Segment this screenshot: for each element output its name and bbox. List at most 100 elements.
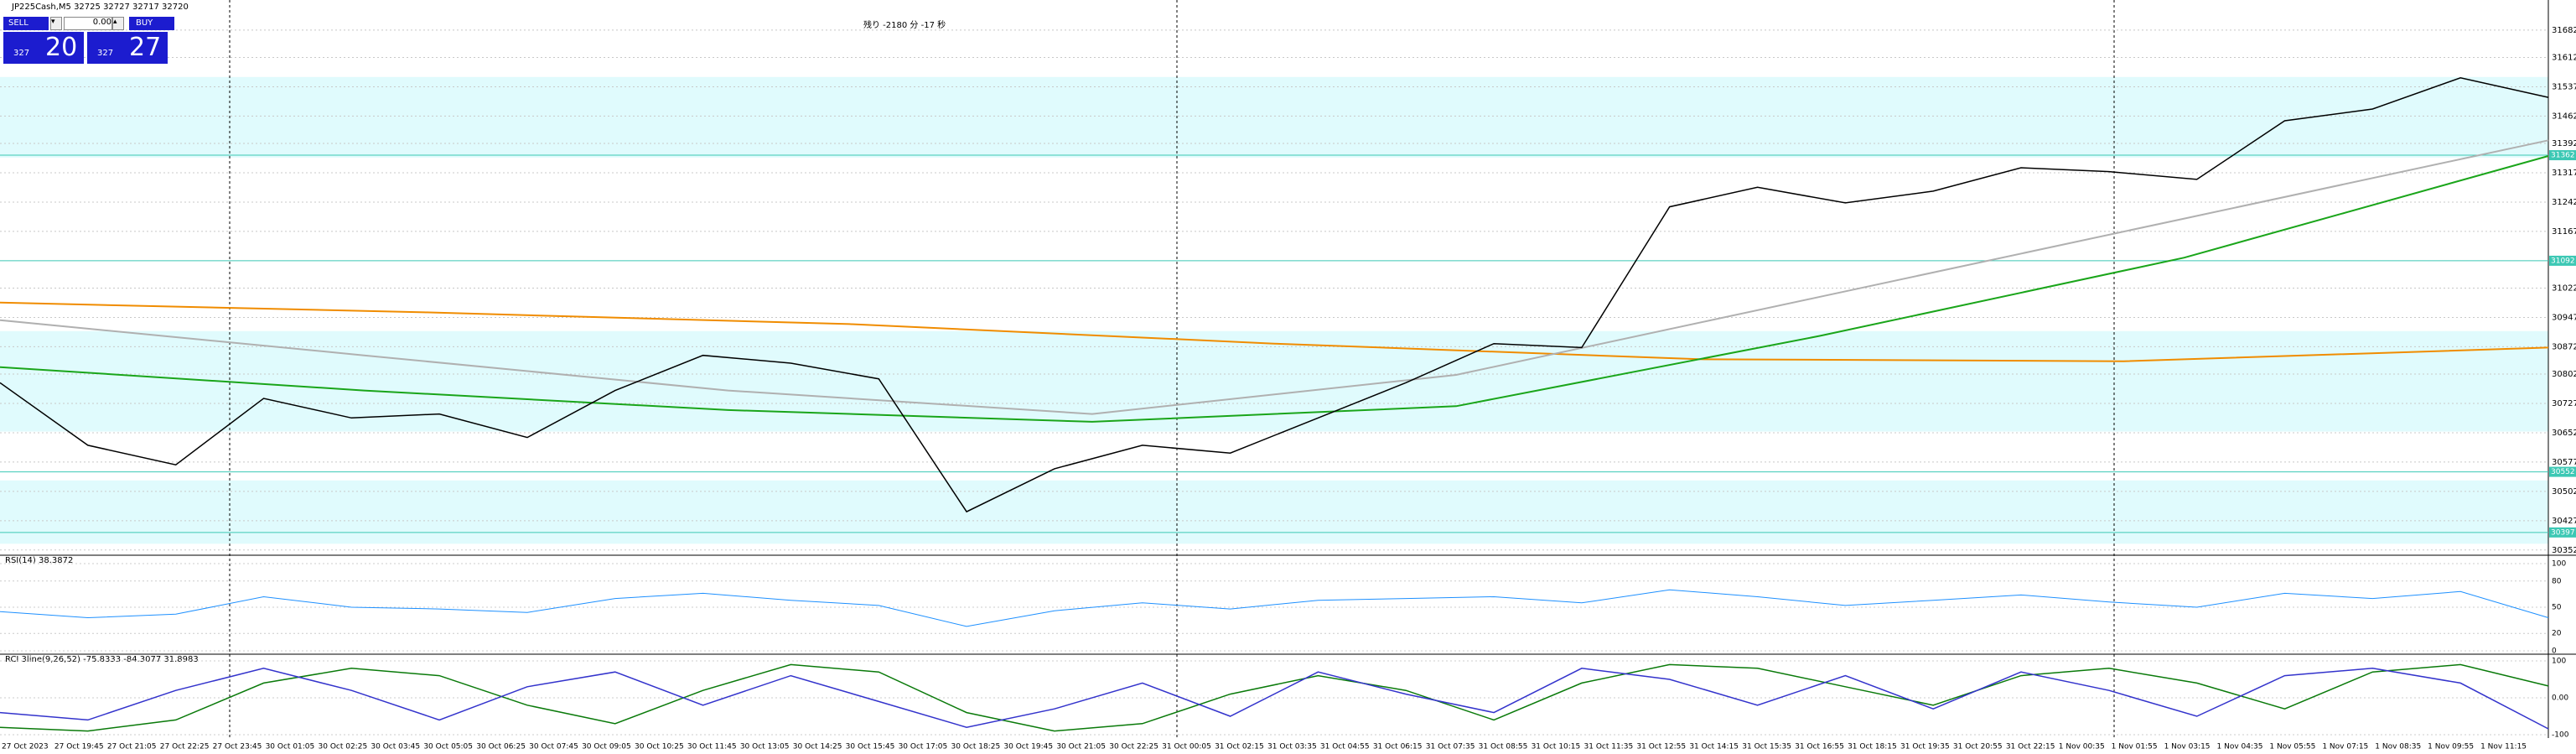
time-label: 30 Oct 21:05 [1056,743,1106,751]
time-label: 1 Nov 08:35 [2375,743,2421,751]
moving-average [0,155,2549,423]
rci-tick: -100 [2552,731,2569,740]
time-label: 31 Oct 04:55 [1320,743,1370,751]
time-label: 30 Oct 17:05 [899,743,948,751]
time-label: 31 Oct 20:55 [1953,743,2003,751]
time-label: 30 Oct 09:05 [582,743,631,751]
time-label: 30 Oct 10:25 [635,743,684,751]
level-tag [2549,527,2576,538]
level-label: 30397 [2551,528,2575,537]
sell-price[interactable]: 327 20 [3,32,84,64]
time-label: 1 Nov 01:55 [2112,743,2158,751]
price-label: 30727 [2552,399,2576,408]
trade-panel: SELL ▾ 0.00 ▴ BUY 327 20 327 27 [3,13,174,65]
time-label: 30 Oct 02:25 [319,743,368,751]
level-label: 31092 [2551,257,2575,265]
price-label: 30502 [2552,487,2576,497]
sell-button[interactable]: SELL [3,17,49,30]
level-tag [2549,255,2576,266]
moving-average [0,301,2549,362]
buy-button[interactable]: BUY [129,17,174,30]
support-zone [0,480,2548,544]
time-label: 31 Oct 11:35 [1584,743,1634,751]
time-label: 30 Oct 07:45 [529,743,578,751]
time-label: 1 Nov 05:55 [2269,743,2315,751]
rsi-tick: 100 [2552,560,2566,569]
price-label: 30577 [2552,458,2576,467]
price-label: 31392 [2552,139,2576,148]
price-label: 31537 [2552,82,2576,91]
price-line [0,77,2549,513]
price-label: 31022 [2552,284,2576,294]
time-label: 30 Oct 03:45 [371,743,420,751]
rsi-tick: 80 [2552,577,2562,585]
lot-down[interactable]: ▾ [50,17,62,30]
time-label: 30 Oct 19:45 [1003,743,1053,751]
time-label: 31 Oct 06:15 [1373,743,1423,751]
time-label: 27 Oct 23:45 [213,743,262,751]
time-label: 27 Oct 21:05 [107,743,157,751]
time-label: 30 Oct 11:45 [687,743,737,751]
price-label: 30947 [2552,313,2576,322]
time-label: 31 Oct 00:05 [1162,743,1211,751]
level-label: 30552 [2551,468,2575,476]
price-label: 31462 [2552,112,2576,121]
price-label: 30652 [2552,429,2576,438]
support-zone [0,76,2548,158]
time-label: 1 Nov 00:35 [2059,743,2105,751]
price-label: 31612 [2552,54,2576,63]
time-label: 31 Oct 16:55 [1795,743,1844,751]
rsi-label: RSI(14) 38.3872 [5,556,73,565]
price-label: 31167 [2552,227,2576,237]
buy-digits: 27 [129,33,162,62]
countdown: 残り -2180 分 -17 秒 [863,19,946,30]
time-label: 27 Oct 19:45 [54,743,104,751]
buy-prefix: 327 [97,49,114,58]
price-label: 30427 [2552,517,2576,526]
price-label: 30802 [2552,370,2576,379]
time-label: 30 Oct 05:05 [423,743,473,751]
time-label: 31 Oct 08:55 [1479,743,1528,751]
time-label: 27 Oct 2023 [2,743,49,751]
time-label: 31 Oct 15:35 [1742,743,1791,751]
time-label: 1 Nov 07:15 [2322,743,2368,751]
sell-prefix: 327 [13,49,30,58]
symbol-header: JP225Cash,M5 32725 32727 32717 32720 [11,3,189,12]
lot-up[interactable]: ▴ [112,17,124,30]
time-label: 30 Oct 18:25 [951,743,1001,751]
time-label: 31 Oct 03:35 [1267,743,1317,751]
price-label: 31317 [2552,169,2576,178]
time-label: 1 Nov 09:55 [2428,743,2474,751]
price-label: 30872 [2552,342,2576,351]
time-label: 30 Oct 06:25 [476,743,526,751]
time-label: 31 Oct 12:55 [1636,743,1686,751]
rci-tick: 0.00 [2552,694,2568,703]
time-label: 31 Oct 14:15 [1689,743,1739,751]
rci-line [0,668,2549,730]
time-label: 30 Oct 14:25 [793,743,842,751]
moving-average [0,139,2549,415]
time-label: 31 Oct 19:35 [1900,743,1950,751]
time-label: 30 Oct 13:05 [740,743,790,751]
time-label: 30 Oct 01:05 [266,743,315,751]
level-tag [2549,466,2576,477]
time-label: 30 Oct 15:45 [846,743,895,751]
time-label: 1 Nov 03:15 [2164,743,2211,751]
rsi-tick: 0 [2552,647,2557,656]
time-label: 31 Oct 10:15 [1532,743,1581,751]
price-label: 31682 [2552,26,2576,35]
time-label: 30 Oct 22:25 [1109,743,1158,751]
price-label: 31242 [2552,198,2576,207]
lot-input[interactable]: 0.00 [64,17,112,30]
rsi-tick: 20 [2552,630,2562,638]
buy-price[interactable]: 327 27 [87,32,168,64]
time-label: 31 Oct 18:15 [1848,743,1897,751]
time-label: 1 Nov 04:35 [2217,743,2263,751]
time-label: 27 Oct 22:25 [160,743,210,751]
rsi-tick: 50 [2552,604,2562,612]
rci-tick: 100 [2552,658,2566,666]
level-tag [2549,150,2576,161]
time-label: 31 Oct 02:15 [1215,743,1264,751]
